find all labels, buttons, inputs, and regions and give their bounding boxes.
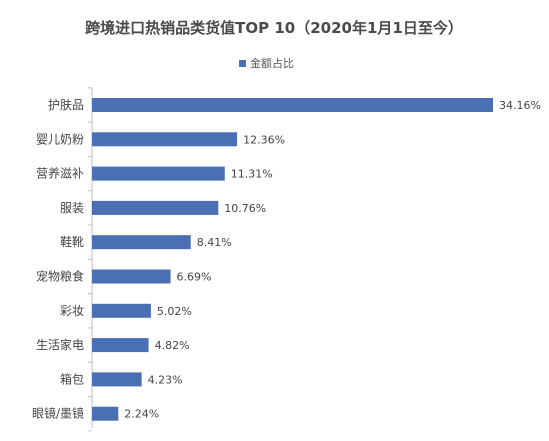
- value-label: 6.69%: [177, 271, 212, 284]
- legend-label: 金额占比: [250, 56, 294, 70]
- bar-6: [92, 269, 171, 284]
- bar-10: [92, 406, 119, 421]
- category-label: 生活家电: [36, 337, 84, 352]
- value-label: 5.02%: [157, 305, 192, 318]
- category-label: 营养滋补: [36, 166, 84, 181]
- bar-1: [92, 98, 493, 112]
- bar-8: [92, 338, 149, 353]
- category-label: 护肤品: [48, 97, 84, 112]
- category-label: 鞋靴: [60, 234, 84, 249]
- bar-2: [92, 132, 238, 147]
- bars: [92, 98, 493, 421]
- category-label: 服装: [60, 201, 84, 215]
- value-label: 10.76%: [224, 202, 266, 215]
- category-label: 眼镜/墨镜: [32, 406, 84, 421]
- bar-9: [92, 372, 142, 387]
- bar-3: [92, 166, 225, 181]
- value-label: 2.24%: [124, 408, 159, 421]
- category-label: 箱包: [60, 371, 84, 386]
- value-labels: 34.16% 12.36% 11.31% 10.76% 8.41% 6.69% 5.02% 4…: [124, 99, 541, 421]
- category-label: 彩妆: [60, 304, 84, 318]
- value-label: 8.41%: [197, 236, 232, 249]
- value-label: 34.16%: [499, 99, 541, 112]
- bar-5: [92, 235, 191, 250]
- value-label: 12.36%: [243, 133, 285, 146]
- bar-7: [92, 303, 151, 318]
- legend-swatch: [239, 60, 246, 67]
- bar-4: [92, 200, 219, 215]
- chart-title: 跨境进口热销品类货值TOP 10（2020年1月1日至今）: [85, 19, 463, 37]
- value-label: 4.82%: [155, 339, 190, 352]
- value-label: 11.31%: [231, 168, 273, 181]
- category-label: 婴儿奶粉: [36, 132, 84, 146]
- axis-ticks: [88, 87, 92, 432]
- value-label: 4.23%: [148, 373, 183, 386]
- category-label: 宠物粮食: [36, 269, 84, 284]
